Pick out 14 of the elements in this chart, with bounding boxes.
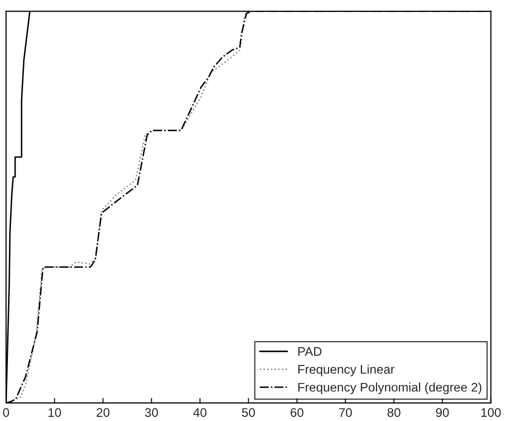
x-tick-label: 60: [290, 408, 304, 417]
x-tick-label: 70: [339, 408, 352, 417]
legend-label: PAD: [298, 347, 322, 356]
x-tick-label: 20: [96, 408, 110, 417]
x-tick-label: 0: [3, 408, 10, 417]
x-tick-label: 80: [387, 408, 400, 417]
x-tick-label: 10: [48, 408, 62, 417]
x-tick-label: 40: [193, 408, 206, 417]
x-tick-label: 90: [436, 408, 449, 417]
x-tick-label: 30: [145, 408, 158, 417]
x-tick-label: 100: [481, 408, 501, 417]
legend-label: Frequency Linear: [298, 364, 394, 376]
x-tick-label: 50: [242, 408, 255, 417]
legend-label: Frequency Polynomial (degree 2): [298, 382, 482, 394]
